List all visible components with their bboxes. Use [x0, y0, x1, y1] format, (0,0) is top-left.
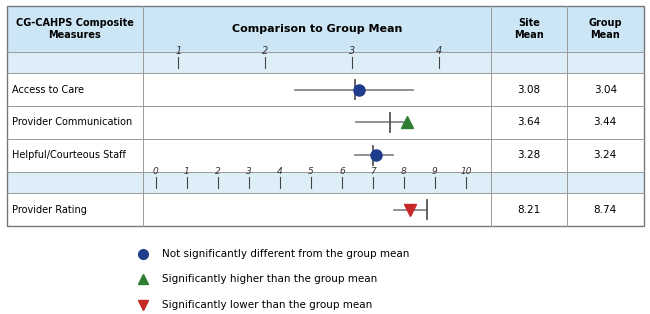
Bar: [6, 6, 644, 226]
Text: 3: 3: [246, 166, 252, 176]
Text: Significantly lower than the group mean: Significantly lower than the group mean: [162, 300, 372, 310]
Bar: [567, 106, 644, 139]
Bar: [6, 52, 144, 73]
Text: Comparison to Group Mean: Comparison to Group Mean: [232, 24, 402, 34]
Bar: [491, 193, 567, 226]
Text: Significantly higher than the group mean: Significantly higher than the group mean: [162, 274, 378, 284]
Text: 3.64: 3.64: [517, 117, 540, 127]
Text: Provider Communication: Provider Communication: [12, 117, 132, 127]
Text: Group
Mean: Group Mean: [588, 18, 622, 40]
Bar: [491, 73, 567, 106]
Bar: [567, 6, 644, 52]
Text: Access to Care: Access to Care: [12, 85, 84, 95]
Text: Site
Mean: Site Mean: [514, 18, 543, 40]
Text: 10: 10: [460, 166, 471, 176]
Text: 8: 8: [401, 166, 407, 176]
Text: 1: 1: [175, 46, 181, 56]
Bar: [6, 106, 144, 139]
Text: 1: 1: [184, 166, 190, 176]
Bar: [567, 193, 644, 226]
Bar: [144, 106, 491, 139]
Text: 9: 9: [432, 166, 437, 176]
Bar: [144, 52, 491, 73]
Text: 3.28: 3.28: [517, 150, 540, 160]
Text: CG-CAHPS Composite
Measures: CG-CAHPS Composite Measures: [16, 18, 134, 40]
Bar: [491, 106, 567, 139]
Bar: [6, 193, 144, 226]
Text: 2: 2: [215, 166, 221, 176]
Text: 5: 5: [308, 166, 314, 176]
Text: 3: 3: [348, 46, 355, 56]
Bar: [491, 172, 567, 193]
Bar: [491, 6, 567, 52]
Bar: [491, 139, 567, 172]
Text: 3.44: 3.44: [593, 117, 617, 127]
Text: 4: 4: [436, 46, 441, 56]
Text: 8.21: 8.21: [517, 205, 540, 215]
Bar: [6, 73, 144, 106]
Bar: [144, 73, 491, 106]
Text: 4: 4: [277, 166, 283, 176]
Bar: [491, 52, 567, 73]
Text: 3.24: 3.24: [593, 150, 617, 160]
Bar: [144, 139, 491, 172]
Text: Not significantly different from the group mean: Not significantly different from the gro…: [162, 249, 410, 259]
Bar: [144, 193, 491, 226]
Text: 3.08: 3.08: [517, 85, 540, 95]
Bar: [567, 52, 644, 73]
Text: 8.74: 8.74: [593, 205, 617, 215]
Bar: [567, 139, 644, 172]
Text: 6: 6: [339, 166, 345, 176]
Bar: [6, 172, 144, 193]
Text: 7: 7: [370, 166, 376, 176]
Bar: [567, 172, 644, 193]
Text: Helpful/Courteous Staff: Helpful/Courteous Staff: [12, 150, 125, 160]
Bar: [567, 73, 644, 106]
Text: 2: 2: [262, 46, 268, 56]
Text: 0: 0: [153, 166, 159, 176]
Bar: [144, 172, 491, 193]
Text: Provider Rating: Provider Rating: [12, 205, 86, 215]
Bar: [6, 6, 144, 52]
Bar: [6, 139, 144, 172]
Bar: [144, 6, 491, 52]
Text: 3.04: 3.04: [593, 85, 617, 95]
